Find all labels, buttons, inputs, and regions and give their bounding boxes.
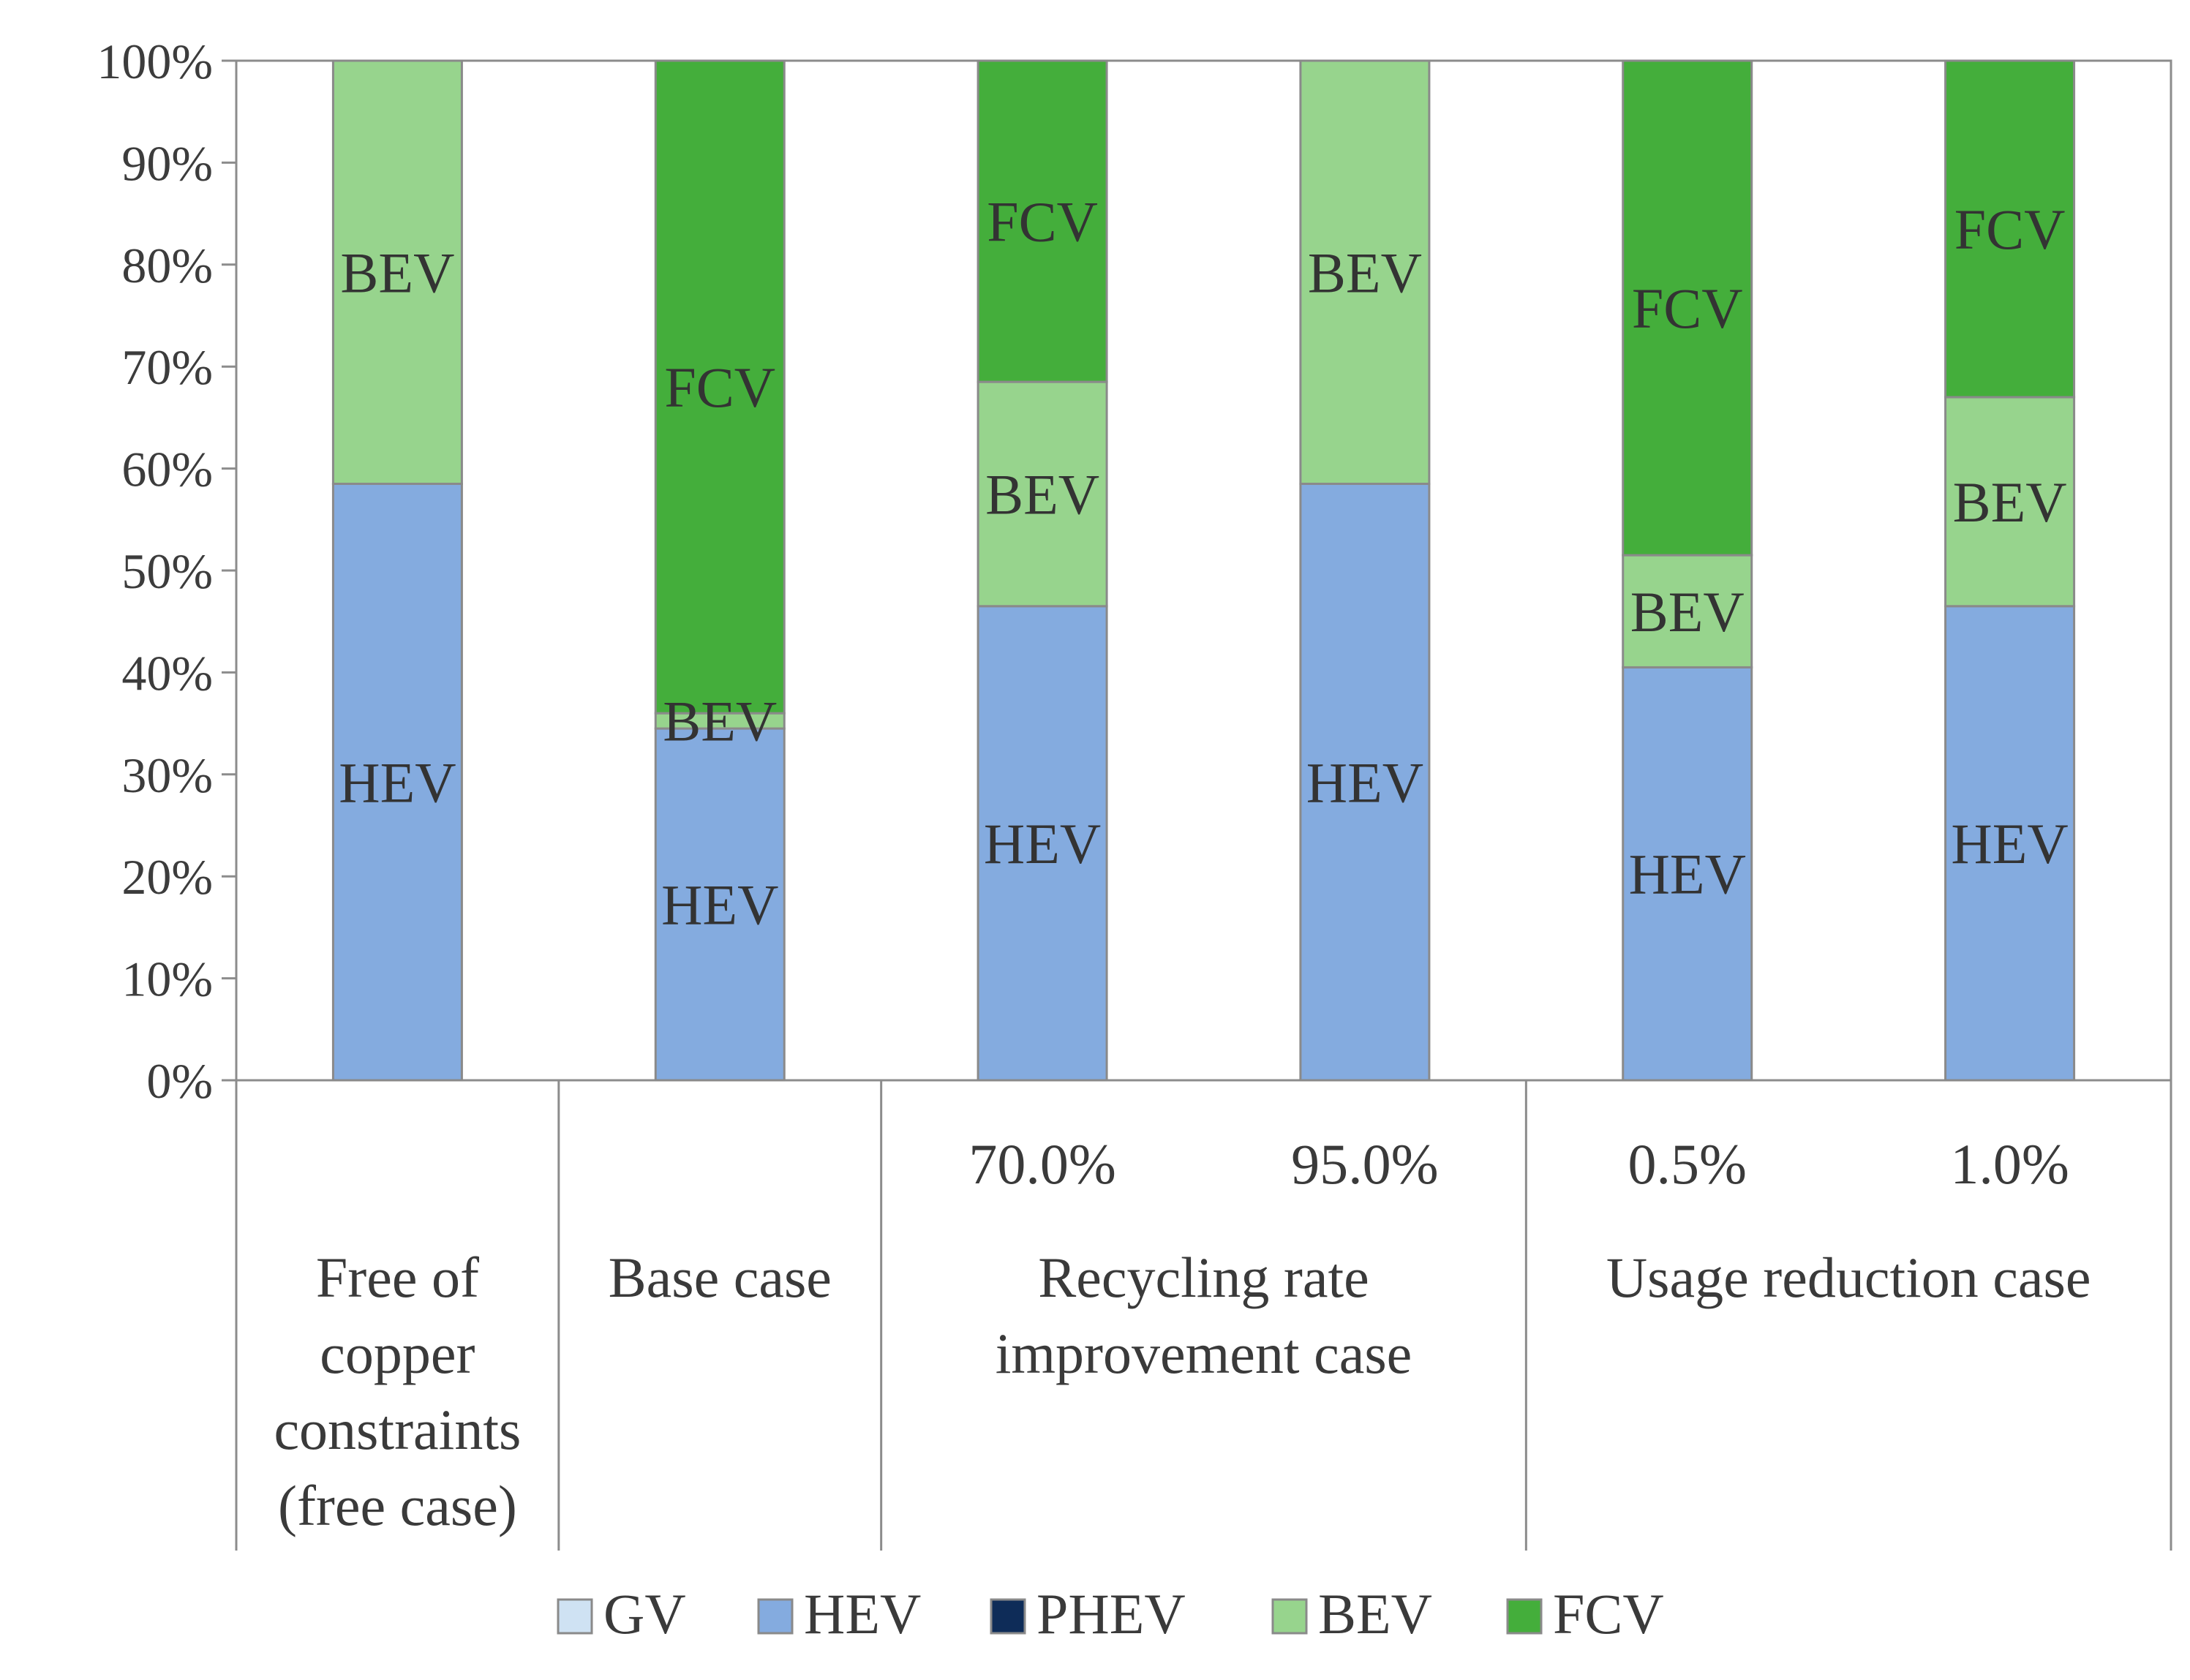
y-tick-label: 50% xyxy=(121,543,213,599)
bar-segment-fcv xyxy=(1622,59,1753,557)
category-group-label: Base case xyxy=(609,1246,832,1309)
data-label-hev: HEV xyxy=(339,750,456,814)
bar-segment-hev xyxy=(1944,605,2076,1082)
segment-labels: HEV BEV HEV BEV FCV HEV BEV FCV HEV BEV HEV BEV FCV H… xyxy=(339,190,2068,937)
y-tick-label: 90% xyxy=(121,135,213,191)
sub-category-label: 70.0% xyxy=(968,1132,1115,1196)
y-tick-label: 100% xyxy=(97,34,213,89)
y-tick-label: 0% xyxy=(146,1053,213,1109)
category-group-label: copper xyxy=(320,1322,475,1385)
data-label-bev: BEV xyxy=(1953,470,2067,534)
data-label-hev: HEV xyxy=(661,873,778,937)
y-tick-label: 10% xyxy=(121,952,213,1007)
sub-category-label: 0.5% xyxy=(1628,1132,1747,1196)
bar-segment-bev xyxy=(1622,554,1753,668)
y-tick-label: 20% xyxy=(121,849,213,905)
data-label-bev: BEV xyxy=(340,241,454,304)
legend-swatch-bev xyxy=(1271,1598,1308,1635)
legend-label-bev: BEV xyxy=(1318,1582,1432,1646)
bar-segment-fcv xyxy=(1944,59,2076,399)
data-label-hev: HEV xyxy=(1306,750,1423,814)
legend-label-phev: PHEV xyxy=(1036,1582,1186,1646)
data-label-bev: BEV xyxy=(663,690,777,753)
data-label-fcv: FCV xyxy=(1632,276,1743,340)
sub-category-label: 95.0% xyxy=(1291,1132,1438,1196)
legend-swatch-gv xyxy=(557,1598,593,1635)
data-label-hev: HEV xyxy=(1951,812,2068,875)
x-axis-category-table: 70.0% 95.0% 0.5% 1.0% Free of copper constrain… xyxy=(235,1080,2172,1551)
bar-segment-bev xyxy=(1944,396,2076,608)
bar-segment-bev xyxy=(331,59,463,486)
data-label-bev: BEV xyxy=(1630,580,1745,644)
bar-segment-hev xyxy=(1622,666,1753,1082)
data-label-fcv: FCV xyxy=(987,190,1098,254)
sub-category-label: 1.0% xyxy=(1950,1132,2069,1196)
y-axis: 0% 10% 20% 30% 40% 50% 60% 70% 80% 90% 100% xyxy=(97,34,236,1109)
category-group-label: Usage reduction case xyxy=(1606,1246,2091,1309)
legend-swatch-phev xyxy=(990,1598,1026,1635)
category-group-label: (free case) xyxy=(278,1474,517,1537)
category-group-label: constraints xyxy=(274,1398,521,1461)
bar-segment-fcv xyxy=(654,59,786,715)
bar-segment-hev xyxy=(977,605,1108,1082)
bar-segment-hev xyxy=(331,483,463,1082)
data-label-bev: BEV xyxy=(985,462,1099,526)
bar-segment-bev xyxy=(1299,59,1431,486)
legend-label-fcv: FCV xyxy=(1553,1582,1664,1646)
bar-segment-hev xyxy=(1299,483,1431,1082)
y-tick-label: 30% xyxy=(121,747,213,803)
y-tick-label: 80% xyxy=(121,238,213,293)
data-label-hev: HEV xyxy=(984,812,1101,875)
legend-label-hev: HEV xyxy=(804,1582,921,1646)
data-label-bev: BEV xyxy=(1308,241,1422,304)
data-label-hev: HEV xyxy=(1629,843,1746,906)
legend-swatch-fcv xyxy=(1506,1598,1543,1635)
legend-label-gv: GV xyxy=(603,1582,686,1646)
bar-segment-hev xyxy=(654,727,786,1082)
category-group-label: improvement case xyxy=(996,1322,1412,1385)
bar-segment-fcv xyxy=(977,59,1108,383)
bars xyxy=(331,59,2076,1082)
legend: GV HEV PHEV BEV FCV xyxy=(557,1582,1664,1646)
y-tick-label: 60% xyxy=(121,442,213,497)
y-tick-label: 70% xyxy=(121,339,213,395)
data-label-fcv: FCV xyxy=(1954,197,2066,261)
legend-swatch-hev xyxy=(757,1598,794,1635)
category-group-label: Free of xyxy=(316,1246,479,1309)
category-group-label: Recycling rate xyxy=(1038,1246,1369,1309)
y-tick-label: 40% xyxy=(121,645,213,701)
data-label-fcv: FCV xyxy=(664,355,775,419)
